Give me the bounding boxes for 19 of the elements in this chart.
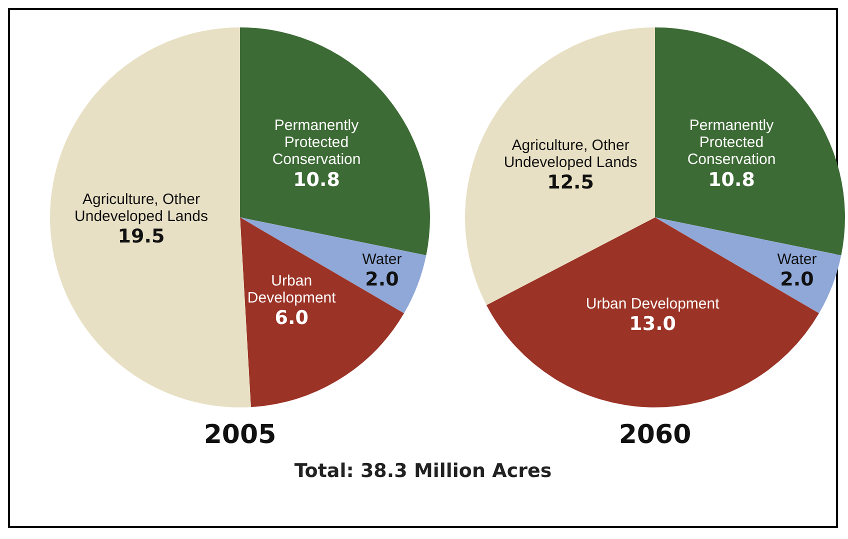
data-label: 2.0 bbox=[365, 268, 399, 291]
data-label: 10.8 bbox=[293, 168, 340, 191]
data-label: 13.0 bbox=[629, 313, 676, 336]
text: 2005 bbox=[204, 420, 276, 450]
slice-label: Agriculture, Other Undeveloped Lands bbox=[504, 136, 638, 171]
data-label: 12.5 bbox=[547, 172, 594, 194]
slice-label: Permanently Protected Conservation bbox=[272, 117, 361, 168]
text: 2060 bbox=[618, 420, 692, 450]
slice-label: Water bbox=[362, 250, 402, 268]
slice-label: Agriculture, Other Undeveloped Lands bbox=[74, 190, 208, 225]
slice-label: Urban Development bbox=[586, 295, 720, 312]
text: Total: 38.3 Million Acres bbox=[294, 460, 552, 482]
slice-label: Urban Development bbox=[247, 272, 337, 306]
slice-label: Water bbox=[777, 250, 817, 268]
data-label: 19.5 bbox=[118, 226, 165, 248]
data-label: 6.0 bbox=[274, 307, 308, 330]
data-label: 10.8 bbox=[708, 168, 755, 191]
data-label: 2.0 bbox=[780, 268, 814, 291]
slice-label: Permanently Protected Conservation bbox=[687, 117, 776, 168]
